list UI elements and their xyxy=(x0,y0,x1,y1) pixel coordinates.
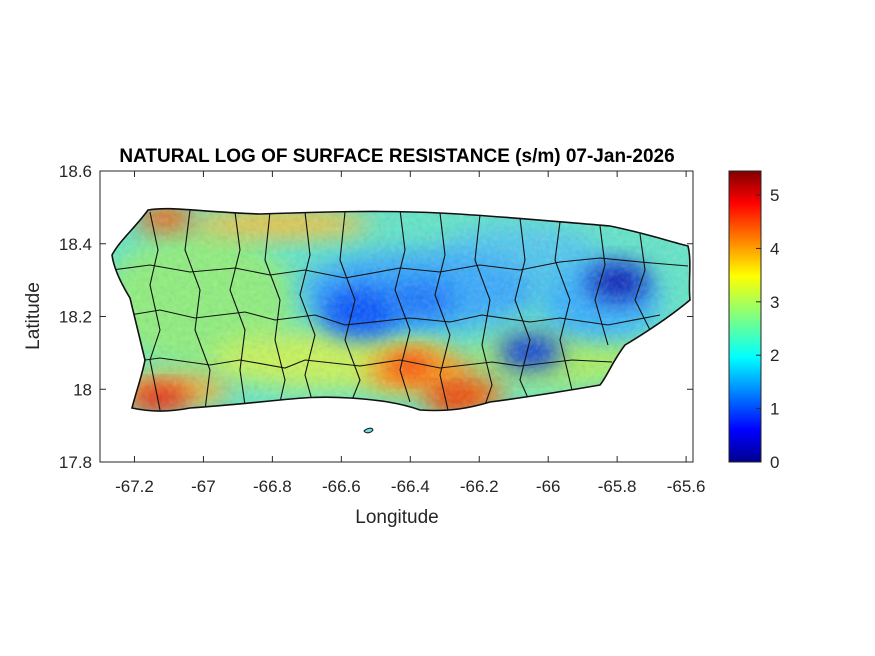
municipality-boundaries xyxy=(112,209,689,411)
colorbar-tick-label: 4 xyxy=(770,239,779,258)
y-tick-label: 18 xyxy=(73,380,92,399)
y-tick-label: 18.4 xyxy=(59,235,92,254)
colorbar-ticks: 0 1 2 3 4 5 xyxy=(756,186,779,472)
colorbar: 0 1 2 3 4 5 xyxy=(728,170,779,472)
colorbar-tick-label: 0 xyxy=(770,453,779,472)
x-tick-label: -66.8 xyxy=(253,477,292,496)
colorbar-tick-label: 3 xyxy=(770,293,779,312)
surface-resistance-raster xyxy=(112,208,690,411)
y-tick-label: 18.6 xyxy=(59,162,92,181)
x-tick-label: -66.4 xyxy=(391,477,430,496)
x-axis-ticks: -67.2 -67 -66.8 -66.6 -66.4 -66.2 -66 -65.8 -65.… xyxy=(115,171,705,496)
x-tick-label: -65.6 xyxy=(667,477,706,496)
colorbar-gradient xyxy=(728,170,762,463)
x-tick-label: -66.6 xyxy=(322,477,361,496)
x-tick-label: -67 xyxy=(191,477,216,496)
colorbar-tick-label: 5 xyxy=(770,186,779,205)
x-tick-label: -66.2 xyxy=(460,477,499,496)
map-axes xyxy=(99,170,694,463)
x-tick-label: -66 xyxy=(536,477,561,496)
y-tick-label: 17.8 xyxy=(59,453,92,472)
colorbar-tick-label: 2 xyxy=(770,346,779,365)
y-tick-label: 18.2 xyxy=(59,308,92,327)
y-axis-ticks: 17.8 18 18.2 18.4 18.6 xyxy=(59,162,693,472)
chart-title: NATURAL LOG OF SURFACE RESISTANCE (s/m) … xyxy=(119,146,674,167)
colorbar-tick-label: 1 xyxy=(770,400,779,419)
y-axis-label: Latitude xyxy=(23,282,44,350)
x-tick-label: -65.8 xyxy=(598,477,637,496)
x-tick-label: -67.2 xyxy=(115,477,154,496)
offshore-islet xyxy=(363,427,374,434)
x-axis-label: Longitude xyxy=(355,507,438,528)
